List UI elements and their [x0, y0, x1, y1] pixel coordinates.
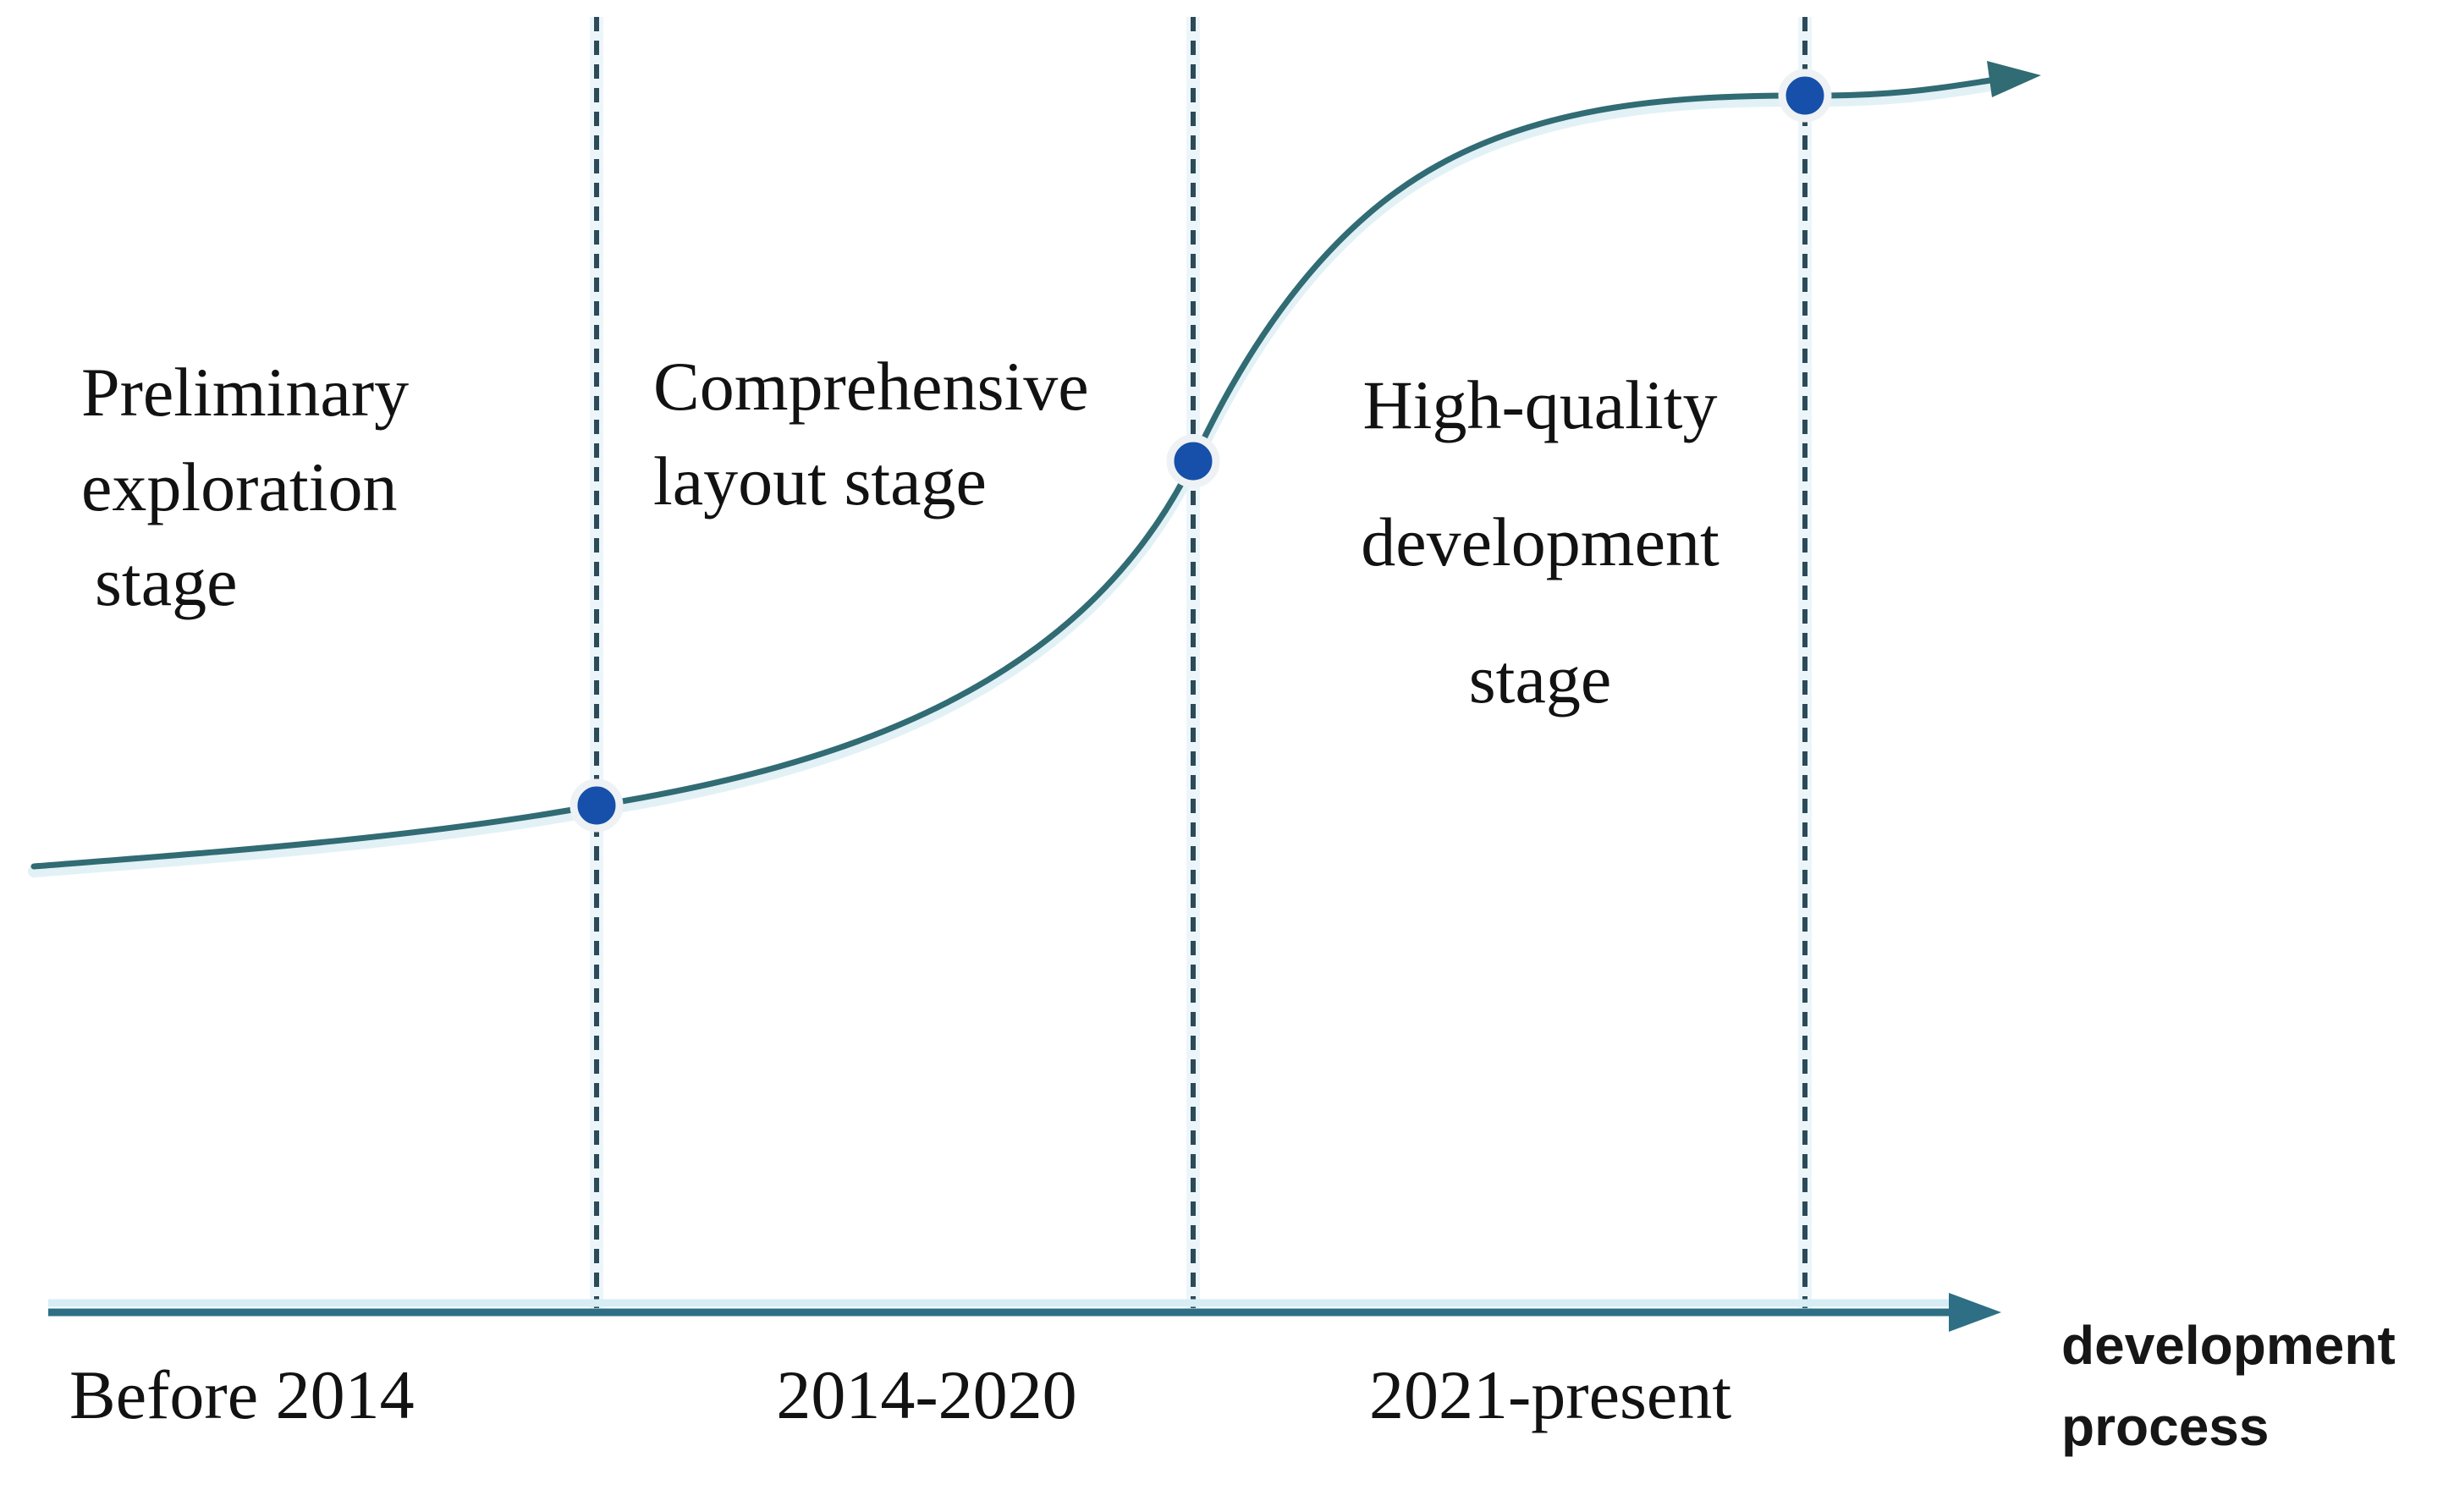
x-axis-arrowhead — [1949, 1293, 2001, 1332]
x-axis-title-line1: development — [2061, 1315, 2396, 1376]
stage1-line3: stage — [95, 543, 238, 620]
stage1-line2: exploration — [81, 448, 398, 525]
x-axis-title: development process — [2061, 1305, 2396, 1467]
x-axis-title-line2: process — [2061, 1396, 2270, 1457]
period-label-before-2014: Before 2014 — [69, 1356, 415, 1433]
stage3-line2: development — [1361, 503, 1719, 580]
stage1-line1: Preliminary — [81, 354, 410, 431]
milestone-dot-1 — [569, 778, 624, 833]
stage-label-high-quality-development: High-quality development stage — [1282, 337, 1798, 748]
stage3-line1: High-quality — [1362, 366, 1718, 443]
milestone-dot-2 — [1166, 434, 1220, 488]
period-label-2014-2020: 2014-2020 — [776, 1356, 1077, 1433]
stage-label-comprehensive-layout: Comprehensive layout stage — [653, 339, 1089, 529]
stage2-line2: layout stage — [653, 443, 987, 520]
milestone-dot-3 — [1778, 69, 1832, 123]
stage3-line3: stage — [1468, 641, 1612, 718]
curve-arrowhead — [1987, 61, 2041, 97]
period-label-2021-present: 2021-present — [1369, 1356, 1732, 1433]
stage2-line1: Comprehensive — [653, 348, 1089, 425]
stage-label-preliminary-exploration: Preliminary exploration stage — [81, 345, 409, 630]
